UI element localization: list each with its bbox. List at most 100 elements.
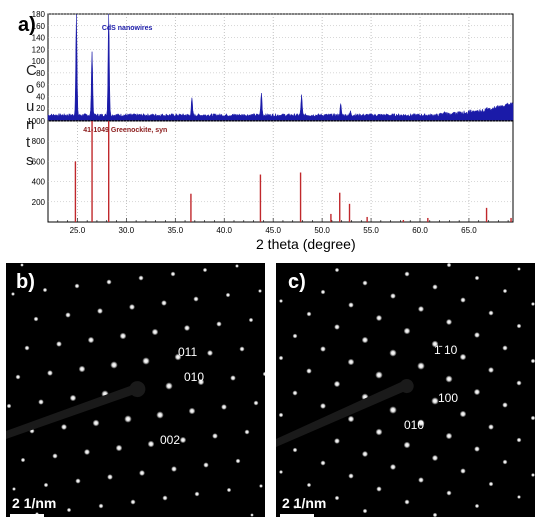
diffraction-spot (460, 297, 466, 303)
y-tick-label: 20 (36, 104, 45, 113)
diffraction-spot (230, 375, 236, 381)
diffraction-spot (250, 513, 254, 517)
diffraction-spot (347, 415, 355, 423)
diffraction-spot (348, 302, 354, 308)
diffraction-spot (431, 397, 439, 405)
x-tick-label: 25.0 (70, 226, 86, 235)
panel-c-label: c) (288, 271, 306, 293)
diffraction-spot (235, 458, 241, 464)
diffraction-spot (376, 486, 382, 492)
diffraction-spot (347, 358, 355, 366)
diffraction-spot (293, 505, 297, 509)
diffraction-spot (278, 355, 284, 361)
diffraction-spot (306, 368, 312, 374)
diffraction-spot (226, 487, 232, 493)
diffraction-spot (348, 473, 354, 479)
diffraction-spot (162, 495, 168, 501)
y-tick-label: 400 (32, 178, 46, 187)
saed-pattern-c (276, 263, 535, 517)
diffraction-spot (225, 292, 231, 298)
diffraction-spot (404, 271, 410, 277)
panel-b-saed: b) 011 010 002 2 1/nm (6, 263, 265, 517)
diffraction-spot (375, 371, 383, 379)
diffraction-spot (361, 450, 369, 458)
y-tick-label: 80 (36, 69, 45, 78)
y-label-letter: o (26, 80, 35, 97)
diffraction-spot (206, 349, 214, 357)
diffraction-spot (530, 472, 535, 478)
scale-bar (280, 514, 314, 517)
diffraction-spot (320, 289, 326, 295)
diffraction-spot (488, 424, 494, 430)
diffraction-spot (69, 394, 77, 402)
diffraction-spot (170, 271, 176, 277)
diffraction-spot (11, 292, 15, 296)
diffraction-spot (212, 433, 218, 439)
diffraction-spot (306, 482, 312, 488)
scale-bar (10, 514, 44, 517)
diffraction-spot (278, 412, 284, 418)
diffraction-spot (130, 499, 136, 505)
diffraction-spot (334, 438, 340, 444)
diffraction-spot (516, 437, 522, 443)
diffraction-spot (488, 481, 494, 487)
x-tick-label: 60.0 (412, 226, 428, 235)
index-label: 010 (404, 418, 425, 432)
diffraction-spot (292, 447, 298, 453)
diffraction-spot (474, 446, 480, 452)
diffraction-spot (445, 375, 453, 383)
diffraction-spot (262, 371, 265, 377)
diffraction-spot (293, 277, 297, 281)
diffraction-spot (278, 469, 284, 475)
y-label-letter: t (26, 134, 31, 151)
index-label: 010 (184, 370, 205, 384)
diffraction-spot (253, 400, 259, 406)
diffraction-spot (473, 388, 481, 396)
diffraction-spot (235, 264, 239, 268)
diffraction-spot (98, 503, 104, 509)
diffraction-spot (389, 406, 397, 414)
beam-stopper (6, 381, 146, 439)
diffraction-spot (248, 317, 254, 323)
diffraction-spot (147, 440, 155, 448)
diffraction-spot (20, 263, 24, 267)
diffraction-spot (179, 436, 187, 444)
diffraction-spot (418, 477, 424, 483)
y-label-letter: n (26, 116, 35, 133)
diffraction-spot (110, 361, 118, 369)
diffraction-spot (517, 495, 521, 499)
y-label-letter: s (26, 152, 34, 169)
diffraction-spot (502, 345, 508, 351)
saed-pattern-b (6, 263, 265, 517)
diffraction-spot (151, 328, 159, 336)
y-tick-label: 40 (36, 92, 45, 101)
y-tick-label: 180 (32, 10, 46, 19)
y-tick-label: 60 (36, 81, 45, 90)
index-label: 002 (160, 433, 181, 447)
diffraction-spot (417, 305, 425, 313)
diffraction-spot (530, 301, 535, 307)
diffraction-spot (431, 340, 439, 348)
diffraction-spot (488, 367, 494, 373)
x-tick-label: 55.0 (363, 226, 379, 235)
diffraction-spot (60, 423, 68, 431)
plot-frame-bottom (47, 120, 514, 223)
diffraction-spot (530, 358, 535, 364)
xrd-chart: 25.0 30.0 35.0 40.0 45.0 50.0 55.0 60.0 65.0 20 40… (27, 10, 514, 235)
diffraction-spot (194, 491, 200, 497)
scale-bar-label: 2 1/nm (12, 495, 57, 511)
diffraction-spot (33, 316, 39, 322)
diffraction-spot (165, 382, 173, 390)
diffraction-spot (445, 432, 453, 440)
diffraction-spot (74, 283, 80, 289)
diffraction-spot (65, 312, 71, 318)
diffraction-spot (107, 474, 113, 480)
diffraction-spot (42, 287, 48, 293)
diffraction-spot (216, 321, 222, 327)
diffraction-spot (75, 478, 81, 484)
y-tick-label: 140 (32, 34, 46, 43)
diffraction-spot (202, 267, 208, 273)
diffraction-spot (142, 357, 150, 365)
diffraction-spot (361, 336, 369, 344)
diffraction-spot (516, 323, 522, 329)
